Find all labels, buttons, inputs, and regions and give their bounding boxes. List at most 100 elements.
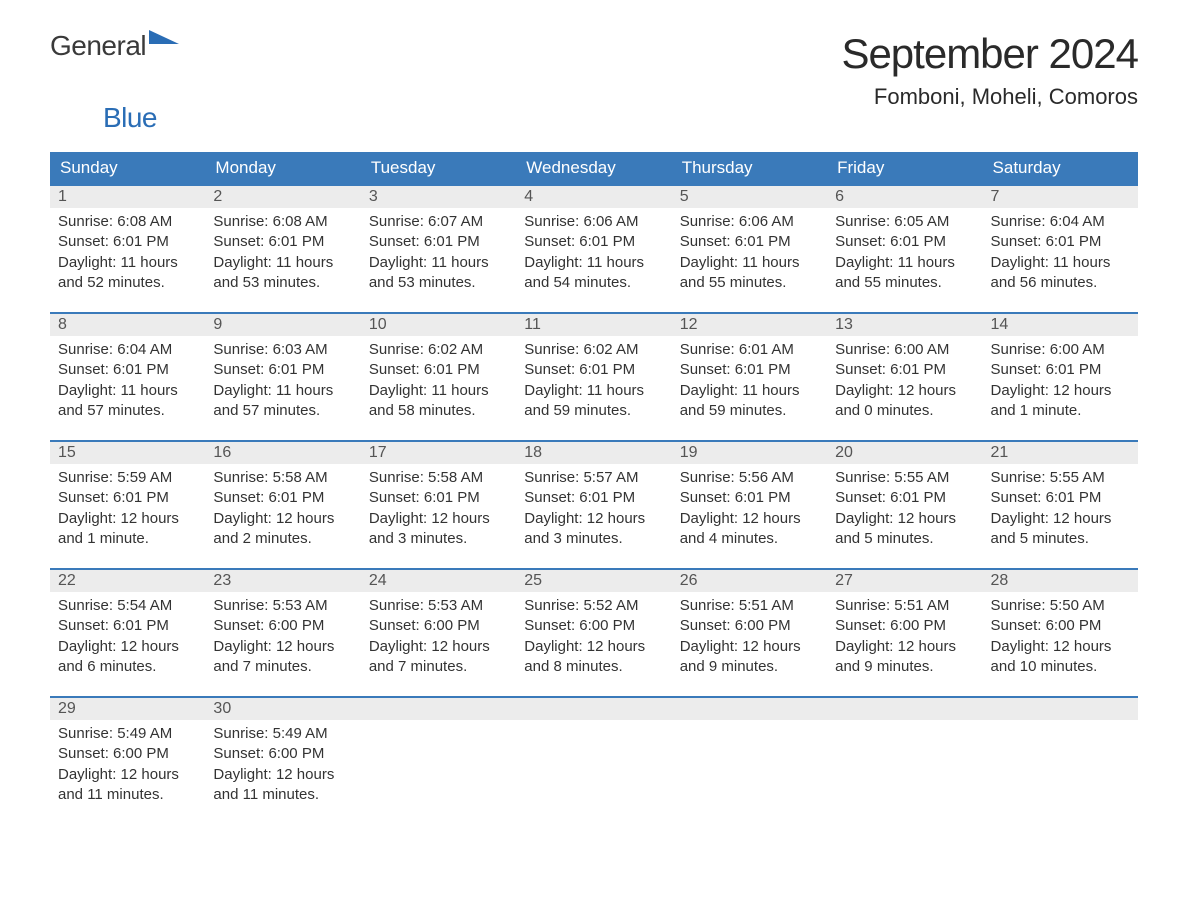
day-cell: 16Sunrise: 5:58 AMSunset: 6:01 PMDayligh…: [205, 440, 360, 568]
weekday-header: Wednesday: [516, 152, 671, 184]
calendar-row: 1Sunrise: 6:08 AMSunset: 6:01 PMDaylight…: [50, 184, 1138, 312]
day-details: Sunrise: 5:59 AMSunset: 6:01 PMDaylight:…: [50, 464, 205, 561]
day-details: Sunrise: 6:03 AMSunset: 6:01 PMDaylight:…: [205, 336, 360, 433]
day-details: Sunrise: 6:06 AMSunset: 6:01 PMDaylight:…: [672, 208, 827, 305]
day-cell: 30Sunrise: 5:49 AMSunset: 6:00 PMDayligh…: [205, 696, 360, 824]
day-number: 29: [50, 696, 205, 720]
day-details: Sunrise: 5:54 AMSunset: 6:01 PMDaylight:…: [50, 592, 205, 689]
day-cell: 17Sunrise: 5:58 AMSunset: 6:01 PMDayligh…: [361, 440, 516, 568]
day-cell: 29Sunrise: 5:49 AMSunset: 6:00 PMDayligh…: [50, 696, 205, 824]
day-details: Sunrise: 5:51 AMSunset: 6:00 PMDaylight:…: [672, 592, 827, 689]
day-cell: 15Sunrise: 5:59 AMSunset: 6:01 PMDayligh…: [50, 440, 205, 568]
title-block: September 2024 Fomboni, Moheli, Comoros: [841, 30, 1138, 110]
day-cell: 27Sunrise: 5:51 AMSunset: 6:00 PMDayligh…: [827, 568, 982, 696]
day-details: Sunrise: 6:08 AMSunset: 6:01 PMDaylight:…: [50, 208, 205, 305]
day-details: Sunrise: 6:04 AMSunset: 6:01 PMDaylight:…: [50, 336, 205, 433]
weekday-header: Saturday: [983, 152, 1138, 184]
day-details: Sunrise: 6:00 AMSunset: 6:01 PMDaylight:…: [983, 336, 1138, 433]
calendar-row: 8Sunrise: 6:04 AMSunset: 6:01 PMDaylight…: [50, 312, 1138, 440]
day-cell: 21Sunrise: 5:55 AMSunset: 6:01 PMDayligh…: [983, 440, 1138, 568]
day-number: 3: [361, 184, 516, 208]
empty-cell: [361, 696, 516, 824]
day-cell: 5Sunrise: 6:06 AMSunset: 6:01 PMDaylight…: [672, 184, 827, 312]
day-number: 27: [827, 568, 982, 592]
day-cell: 11Sunrise: 6:02 AMSunset: 6:01 PMDayligh…: [516, 312, 671, 440]
day-details: Sunrise: 6:02 AMSunset: 6:01 PMDaylight:…: [361, 336, 516, 433]
page-title: September 2024: [841, 30, 1138, 78]
day-cell: 28Sunrise: 5:50 AMSunset: 6:00 PMDayligh…: [983, 568, 1138, 696]
empty-day-bar: [827, 696, 982, 720]
empty-cell: [672, 696, 827, 824]
day-number: 25: [516, 568, 671, 592]
day-number: 13: [827, 312, 982, 336]
day-number: 1: [50, 184, 205, 208]
day-cell: 8Sunrise: 6:04 AMSunset: 6:01 PMDaylight…: [50, 312, 205, 440]
calendar-row: 15Sunrise: 5:59 AMSunset: 6:01 PMDayligh…: [50, 440, 1138, 568]
day-details: Sunrise: 6:08 AMSunset: 6:01 PMDaylight:…: [205, 208, 360, 305]
empty-cell: [827, 696, 982, 824]
day-details: Sunrise: 5:56 AMSunset: 6:01 PMDaylight:…: [672, 464, 827, 561]
empty-cell: [516, 696, 671, 824]
day-number: 11: [516, 312, 671, 336]
day-number: 15: [50, 440, 205, 464]
empty-day-bar: [672, 696, 827, 720]
flag-icon: [149, 30, 179, 44]
logo-text-blue: Blue: [103, 102, 157, 133]
day-details: Sunrise: 6:01 AMSunset: 6:01 PMDaylight:…: [672, 336, 827, 433]
logo-text-general: General: [50, 30, 146, 62]
day-details: Sunrise: 5:58 AMSunset: 6:01 PMDaylight:…: [205, 464, 360, 561]
weekday-header-row: SundayMondayTuesdayWednesdayThursdayFrid…: [50, 152, 1138, 184]
day-number: 22: [50, 568, 205, 592]
day-details: Sunrise: 6:00 AMSunset: 6:01 PMDaylight:…: [827, 336, 982, 433]
location-subtitle: Fomboni, Moheli, Comoros: [841, 84, 1138, 110]
day-cell: 26Sunrise: 5:51 AMSunset: 6:00 PMDayligh…: [672, 568, 827, 696]
day-number: 6: [827, 184, 982, 208]
day-cell: 22Sunrise: 5:54 AMSunset: 6:01 PMDayligh…: [50, 568, 205, 696]
day-cell: 24Sunrise: 5:53 AMSunset: 6:00 PMDayligh…: [361, 568, 516, 696]
day-cell: 12Sunrise: 6:01 AMSunset: 6:01 PMDayligh…: [672, 312, 827, 440]
day-cell: 10Sunrise: 6:02 AMSunset: 6:01 PMDayligh…: [361, 312, 516, 440]
day-cell: 14Sunrise: 6:00 AMSunset: 6:01 PMDayligh…: [983, 312, 1138, 440]
day-number: 2: [205, 184, 360, 208]
day-cell: 7Sunrise: 6:04 AMSunset: 6:01 PMDaylight…: [983, 184, 1138, 312]
day-details: Sunrise: 5:49 AMSunset: 6:00 PMDaylight:…: [50, 720, 205, 817]
day-details: Sunrise: 5:50 AMSunset: 6:00 PMDaylight:…: [983, 592, 1138, 689]
calendar-row: 22Sunrise: 5:54 AMSunset: 6:01 PMDayligh…: [50, 568, 1138, 696]
day-number: 23: [205, 568, 360, 592]
day-details: Sunrise: 5:55 AMSunset: 6:01 PMDaylight:…: [827, 464, 982, 561]
weekday-header: Monday: [205, 152, 360, 184]
day-cell: 3Sunrise: 6:07 AMSunset: 6:01 PMDaylight…: [361, 184, 516, 312]
logo: General: [50, 30, 179, 62]
day-details: Sunrise: 5:53 AMSunset: 6:00 PMDaylight:…: [361, 592, 516, 689]
day-details: Sunrise: 5:53 AMSunset: 6:00 PMDaylight:…: [205, 592, 360, 689]
calendar-body: 1Sunrise: 6:08 AMSunset: 6:01 PMDaylight…: [50, 184, 1138, 824]
day-cell: 13Sunrise: 6:00 AMSunset: 6:01 PMDayligh…: [827, 312, 982, 440]
day-number: 18: [516, 440, 671, 464]
empty-day-bar: [983, 696, 1138, 720]
day-cell: 6Sunrise: 6:05 AMSunset: 6:01 PMDaylight…: [827, 184, 982, 312]
day-details: Sunrise: 5:58 AMSunset: 6:01 PMDaylight:…: [361, 464, 516, 561]
day-number: 21: [983, 440, 1138, 464]
day-number: 5: [672, 184, 827, 208]
day-number: 28: [983, 568, 1138, 592]
day-number: 20: [827, 440, 982, 464]
day-details: Sunrise: 6:07 AMSunset: 6:01 PMDaylight:…: [361, 208, 516, 305]
day-cell: 4Sunrise: 6:06 AMSunset: 6:01 PMDaylight…: [516, 184, 671, 312]
day-details: Sunrise: 5:49 AMSunset: 6:00 PMDaylight:…: [205, 720, 360, 817]
day-details: Sunrise: 6:02 AMSunset: 6:01 PMDaylight:…: [516, 336, 671, 433]
day-cell: 20Sunrise: 5:55 AMSunset: 6:01 PMDayligh…: [827, 440, 982, 568]
empty-cell: [983, 696, 1138, 824]
day-details: Sunrise: 5:52 AMSunset: 6:00 PMDaylight:…: [516, 592, 671, 689]
day-cell: 25Sunrise: 5:52 AMSunset: 6:00 PMDayligh…: [516, 568, 671, 696]
day-cell: 2Sunrise: 6:08 AMSunset: 6:01 PMDaylight…: [205, 184, 360, 312]
day-number: 17: [361, 440, 516, 464]
day-number: 10: [361, 312, 516, 336]
day-number: 14: [983, 312, 1138, 336]
weekday-header: Tuesday: [361, 152, 516, 184]
weekday-header: Thursday: [672, 152, 827, 184]
day-details: Sunrise: 5:51 AMSunset: 6:00 PMDaylight:…: [827, 592, 982, 689]
day-number: 9: [205, 312, 360, 336]
day-cell: 23Sunrise: 5:53 AMSunset: 6:00 PMDayligh…: [205, 568, 360, 696]
day-number: 19: [672, 440, 827, 464]
day-details: Sunrise: 5:57 AMSunset: 6:01 PMDaylight:…: [516, 464, 671, 561]
